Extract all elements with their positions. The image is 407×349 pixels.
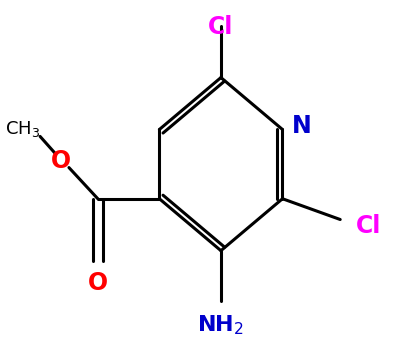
Text: Cl: Cl: [356, 214, 381, 238]
Text: CH$_3$: CH$_3$: [5, 119, 40, 140]
Text: NH$_2$: NH$_2$: [197, 313, 245, 336]
Text: N: N: [292, 114, 312, 138]
Text: O: O: [88, 272, 108, 296]
Text: Cl: Cl: [208, 15, 234, 39]
Text: O: O: [51, 149, 71, 173]
